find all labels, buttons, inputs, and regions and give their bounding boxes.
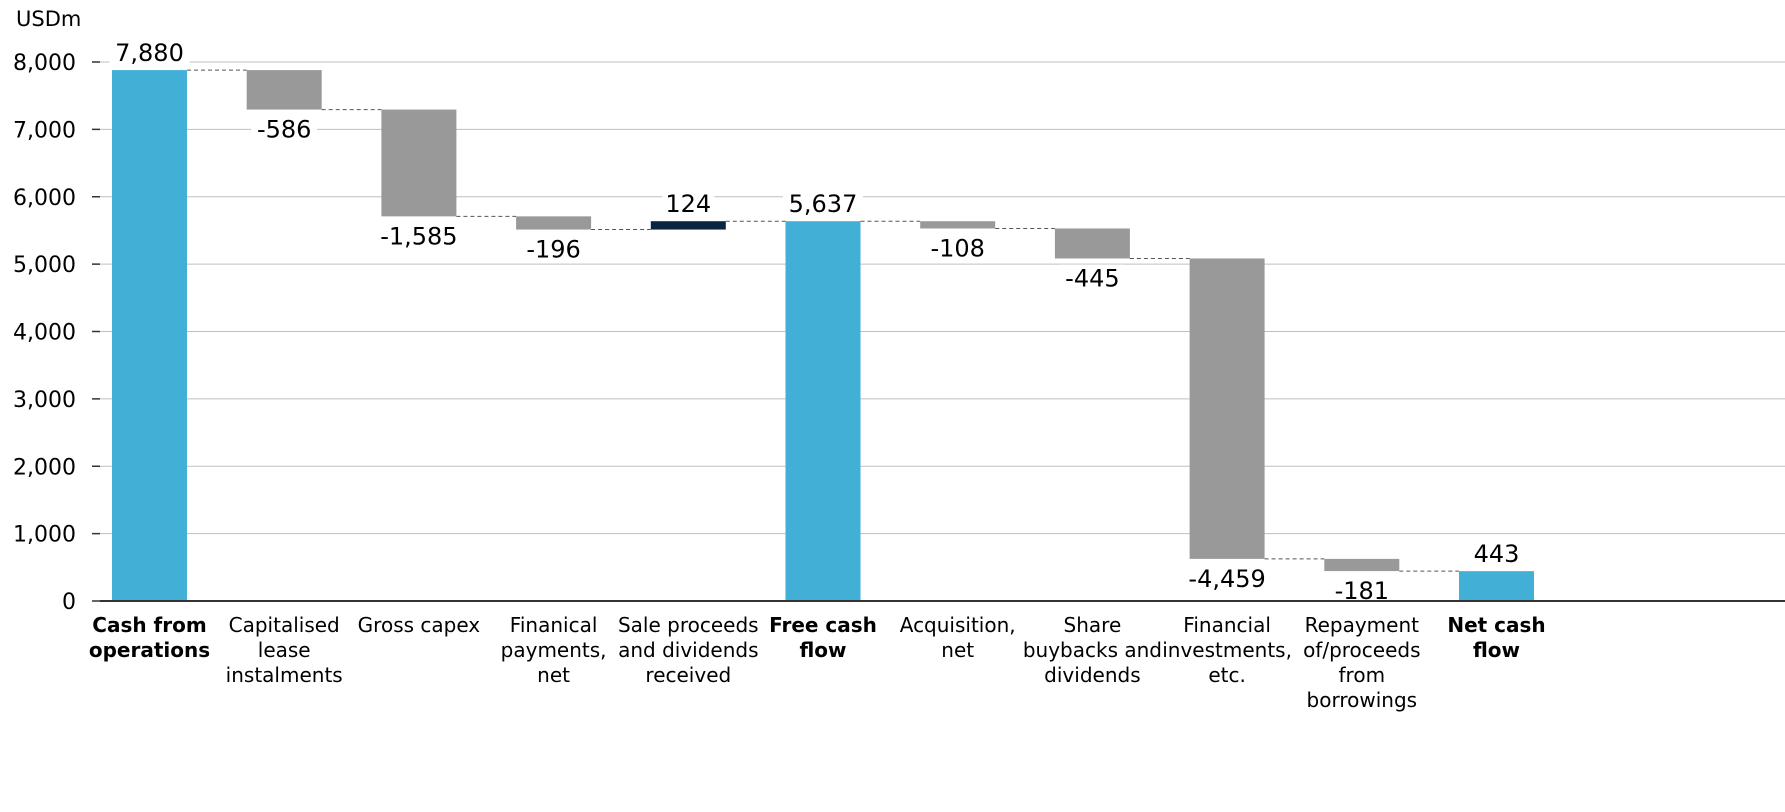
category-label: instalments <box>226 663 343 687</box>
bar-decrease <box>1189 258 1265 559</box>
y-tick-label: 3,000 <box>13 388 76 413</box>
category-label: lease <box>258 638 311 662</box>
value-label: 7,880 <box>115 39 184 67</box>
bar-decrease <box>920 221 996 229</box>
value-label-background <box>1328 577 1395 605</box>
bars <box>112 70 1534 601</box>
category-label: Share <box>1064 613 1122 637</box>
category-label: Sale proceeds <box>618 613 759 637</box>
value-label: 124 <box>665 190 711 218</box>
category-label: and dividends <box>618 638 758 662</box>
value-label: -196 <box>526 236 580 264</box>
value-label: -445 <box>1065 264 1119 292</box>
value-label: -4,459 <box>1188 565 1265 593</box>
value-label-background <box>1180 564 1275 592</box>
category-label: Capitalised <box>229 613 340 637</box>
category-label: buybacks and <box>1023 638 1162 662</box>
bar-total <box>1459 571 1534 601</box>
value-label: 5,637 <box>789 190 858 218</box>
y-tick-label: 7,000 <box>13 118 76 143</box>
category-label: net <box>941 638 974 662</box>
y-axis-ticks: 0 1,000 2,000 3,000 4,000 5,000 6,000 7,000 8,00… <box>13 51 100 615</box>
value-label: -586 <box>257 116 311 144</box>
y-tick-label: 0 <box>62 590 76 615</box>
category-label: payments, <box>501 638 607 662</box>
value-label-background <box>662 190 715 218</box>
category-label: net <box>537 663 570 687</box>
category-label: investments, <box>1162 638 1292 662</box>
value-label-background <box>783 190 863 218</box>
gridlines <box>100 61 1785 535</box>
y-tick-label: 6,000 <box>13 186 76 211</box>
category-label: borrowings <box>1307 688 1418 712</box>
category-label: received <box>645 663 731 687</box>
category-label: Acquisition, <box>900 613 1016 637</box>
category-label: flow <box>799 638 846 662</box>
bar-decrease <box>246 70 322 110</box>
value-label-background <box>109 39 190 67</box>
category-label: flow <box>1473 638 1520 662</box>
category-label: of/proceeds <box>1303 638 1420 662</box>
category-label: from <box>1339 663 1386 687</box>
y-tick-label: 2,000 <box>13 455 76 480</box>
value-label: 443 <box>1474 540 1520 568</box>
category-label: etc. <box>1208 663 1246 687</box>
category-label: Cash from <box>92 613 206 637</box>
value-label: -108 <box>930 234 984 262</box>
bar-decrease <box>1054 228 1130 259</box>
value-label-background <box>1059 264 1126 292</box>
connectors <box>187 69 1459 572</box>
y-tick-label: 1,000 <box>13 523 76 548</box>
bar-total <box>785 221 861 601</box>
value-labels: 7,880 -586 -1,585 -196 124 5,637 -108 -445 -4,45… <box>109 39 1523 605</box>
category-label: Financial <box>1183 613 1271 637</box>
value-label-background <box>520 235 587 263</box>
value-label: -1,585 <box>380 222 457 250</box>
category-label: operations <box>89 638 210 662</box>
bar-increase <box>650 221 726 230</box>
bar-decrease <box>381 109 457 217</box>
category-label: Net cash <box>1447 613 1545 637</box>
bar-total <box>112 70 187 601</box>
bar-decrease <box>1324 558 1400 572</box>
y-tick-label: 8,000 <box>13 51 76 76</box>
category-label: Finanical <box>510 613 598 637</box>
value-label-background <box>924 234 991 262</box>
category-label: dividends <box>1044 663 1140 687</box>
y-tick-label: 5,000 <box>13 253 76 278</box>
value-label-background <box>251 115 318 143</box>
category-label: Free cash <box>769 613 877 637</box>
y-axis-unit-label: USDm <box>16 7 81 31</box>
bar-decrease <box>516 216 592 230</box>
value-label-background <box>1470 540 1523 568</box>
category-label: Repayment <box>1305 613 1420 637</box>
value-label-background <box>371 222 466 250</box>
y-tick-label: 4,000 <box>13 321 76 346</box>
category-label: Gross capex <box>358 613 481 637</box>
